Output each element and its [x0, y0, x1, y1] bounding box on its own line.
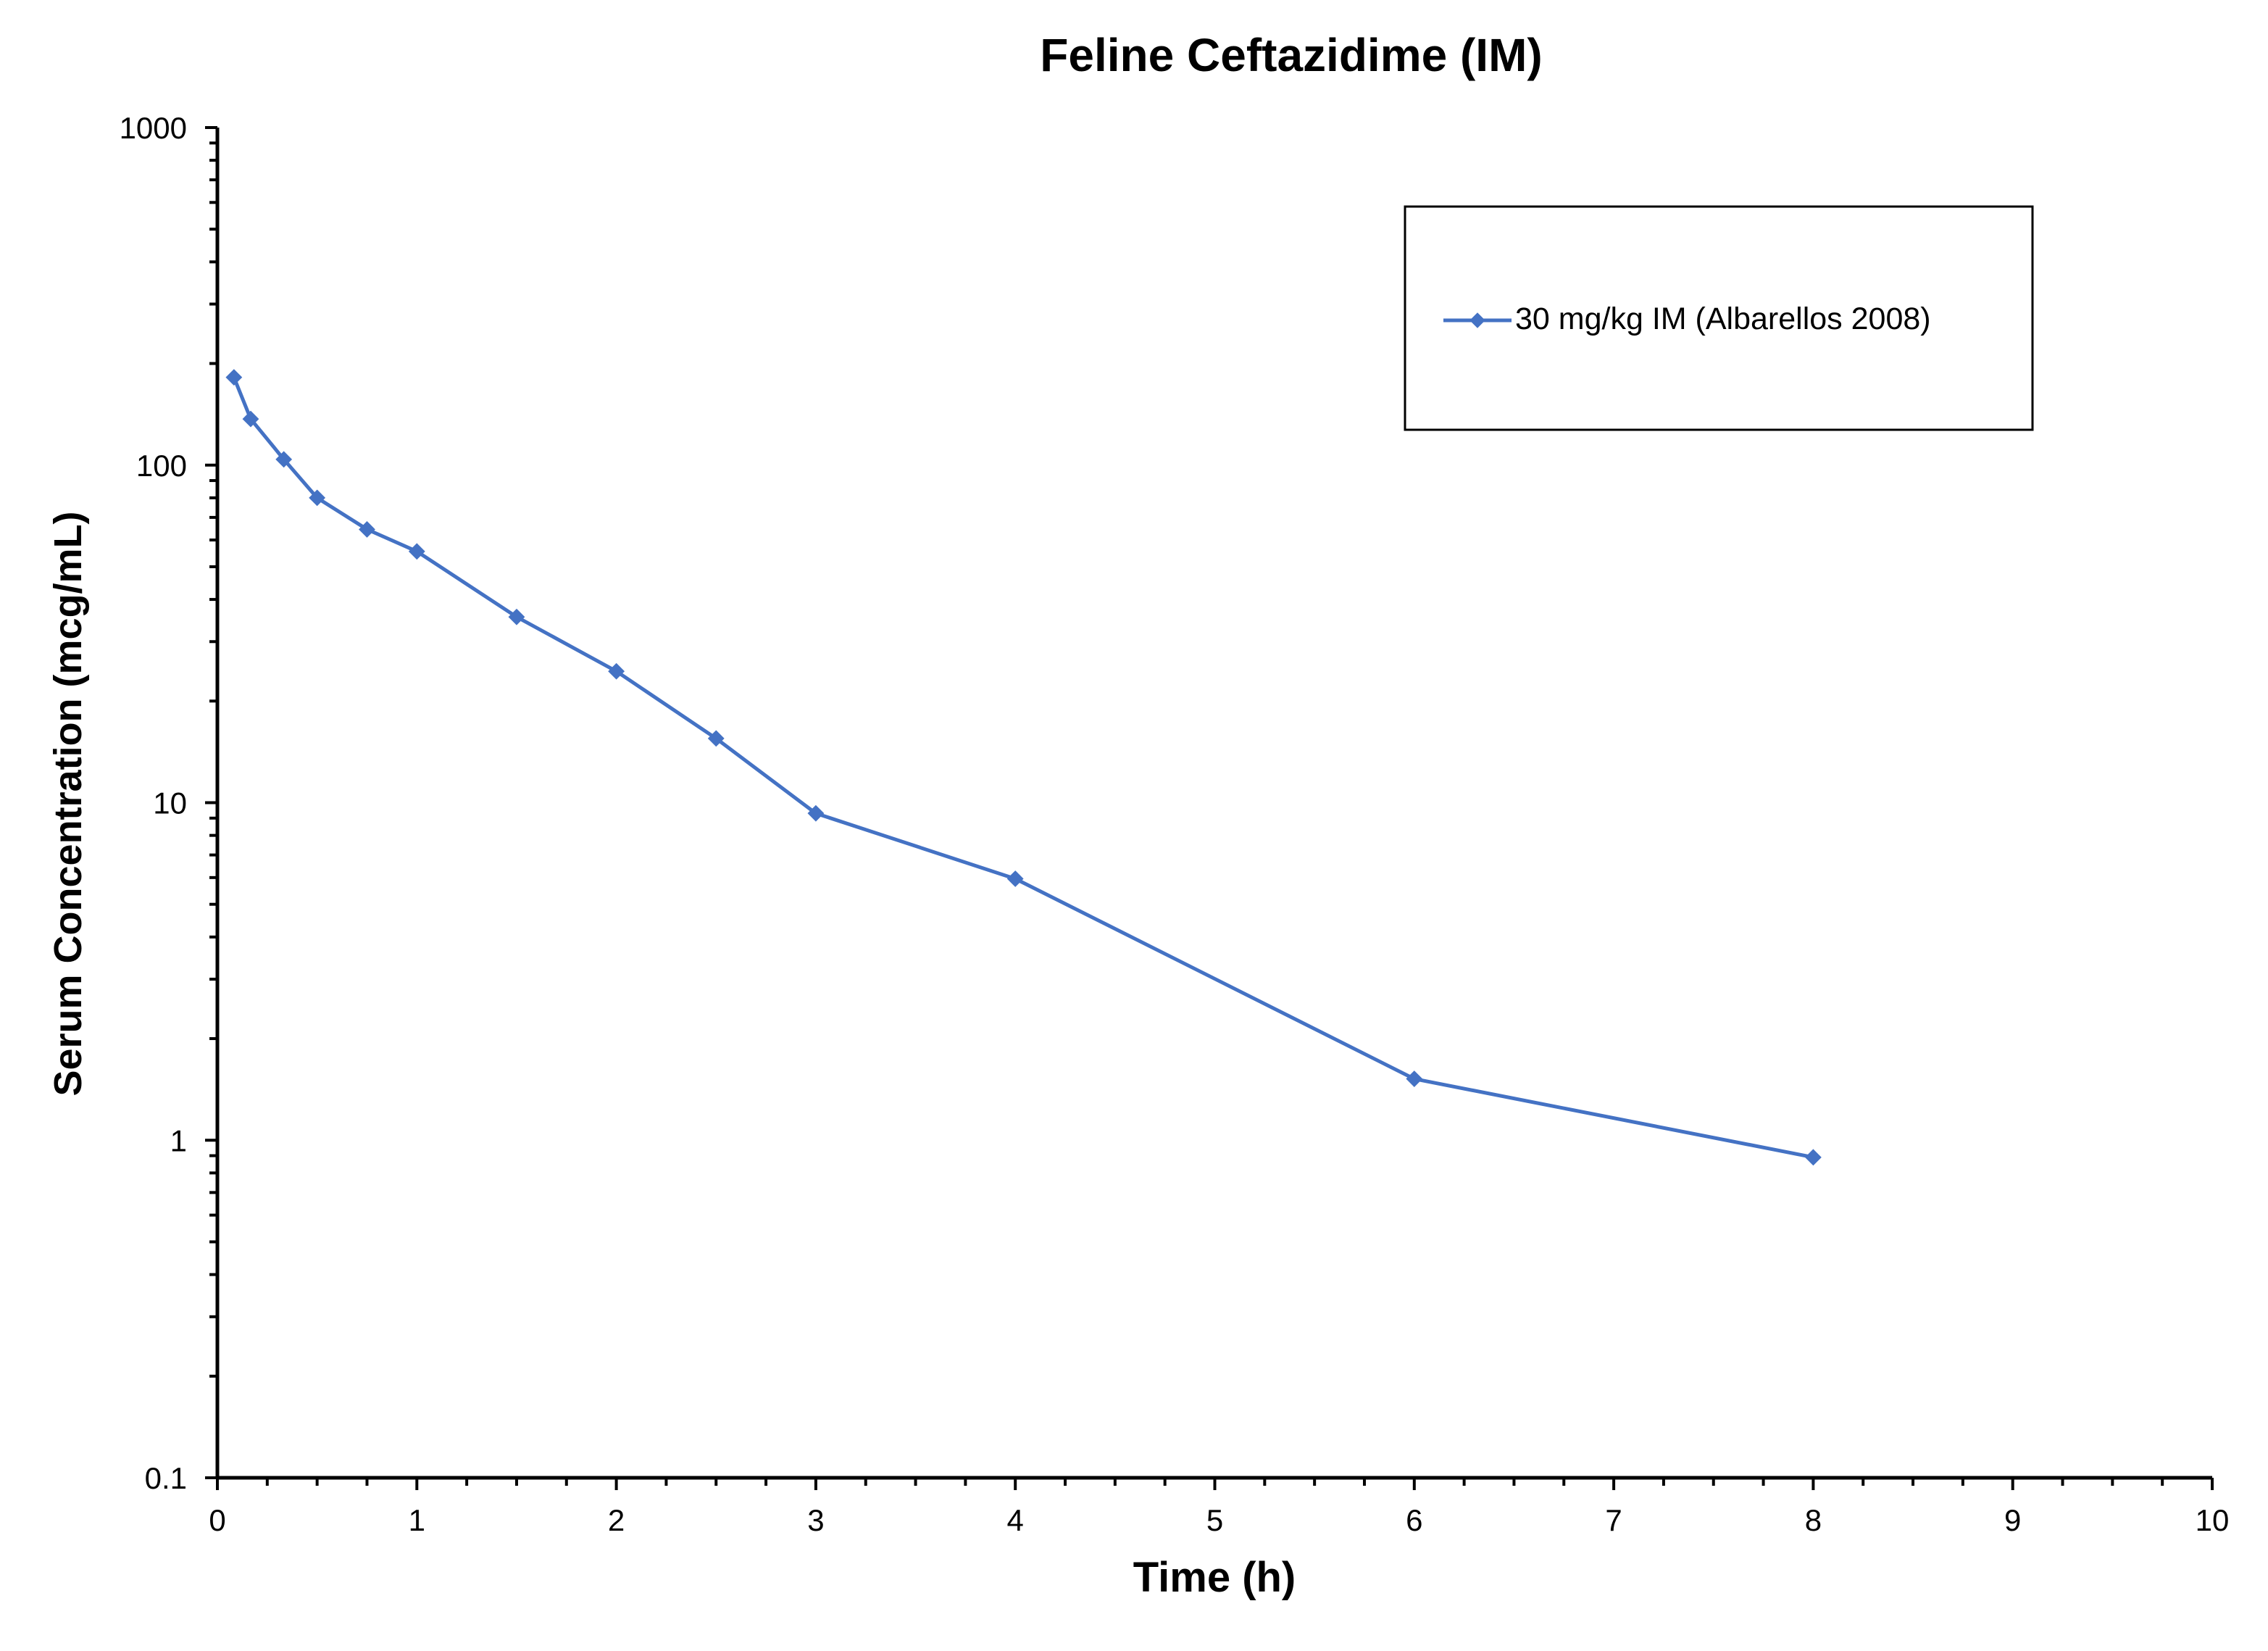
data-point-marker: [807, 804, 825, 822]
y-axis-title: Serum Concentration (mcg/mL): [46, 511, 90, 1096]
data-point-marker: [1006, 870, 1024, 887]
x-tick-label: 10: [2196, 1503, 2230, 1537]
x-tick-label: 2: [608, 1503, 625, 1537]
legend-series-label: 30 mg/kg IM (Albarellos 2008): [1515, 301, 1931, 336]
series-group: [225, 369, 1822, 1166]
x-tick-label: 3: [807, 1503, 824, 1537]
x-tick-label: 6: [1406, 1503, 1422, 1537]
data-point-marker: [707, 730, 725, 747]
y-axis-tick-labels: 0.1 1 10 100 1000: [120, 111, 187, 1495]
x-axis-title: Time (h): [1133, 1554, 1296, 1601]
data-point-marker: [275, 451, 293, 468]
data-point-marker: [359, 521, 375, 538]
x-tick-label: 5: [1206, 1503, 1223, 1537]
data-point-marker: [309, 489, 326, 507]
data-point-marker: [225, 369, 243, 386]
legend-series-marker: [1469, 312, 1485, 328]
x-tick-label: 7: [1605, 1503, 1622, 1537]
data-point-marker: [508, 608, 525, 625]
y-tick-label: 10: [153, 786, 187, 820]
data-point-marker: [608, 662, 625, 680]
x-tick-label: 8: [1805, 1503, 1822, 1537]
data-point-marker: [408, 543, 425, 560]
x-tick-label: 9: [2004, 1503, 2021, 1537]
y-tick-label: 1: [170, 1123, 187, 1157]
y-tick-label: 100: [136, 449, 187, 483]
x-tick-label: 4: [1007, 1503, 1024, 1537]
x-axis-tick-labels: 0 1 2 3 4 5 6 7 8 9 10: [209, 1503, 2229, 1537]
y-tick-label: 1000: [120, 111, 187, 145]
chart-title: Feline Ceftazidime (IM): [1040, 29, 1542, 81]
data-point-marker: [242, 410, 259, 428]
data-point-marker: [1406, 1070, 1423, 1087]
legend-box: [1404, 205, 2034, 431]
legend: 30 mg/kg IM (Albarellos 2008): [1404, 205, 2034, 431]
data-point-marker: [1804, 1149, 1822, 1166]
x-tick-label: 0: [209, 1503, 225, 1537]
y-tick-label: 0.1: [145, 1461, 187, 1495]
x-tick-label: 1: [409, 1503, 425, 1537]
